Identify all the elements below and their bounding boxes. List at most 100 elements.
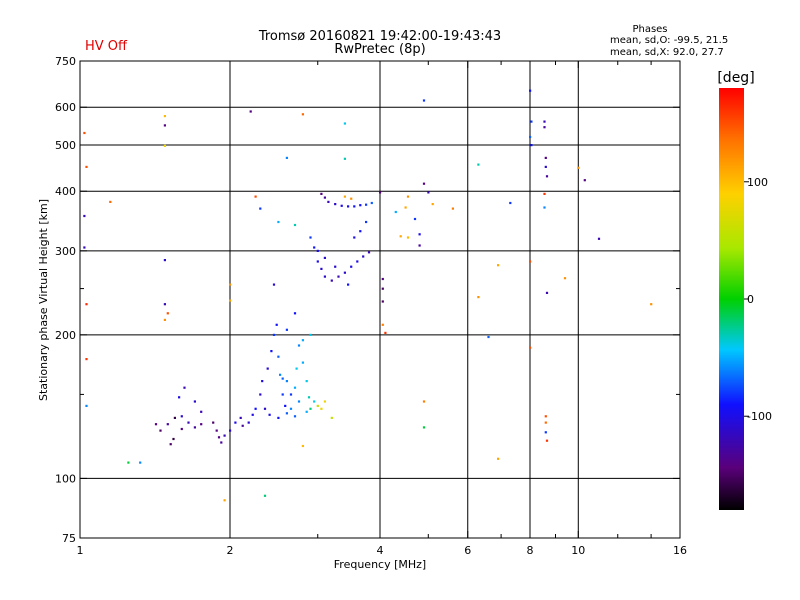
data-point xyxy=(418,244,421,247)
data-point xyxy=(251,413,254,416)
data-point xyxy=(261,380,264,383)
colorbar xyxy=(719,88,744,510)
data-point xyxy=(583,179,586,182)
colorbar-label: [deg] xyxy=(717,70,754,86)
data-point xyxy=(543,120,546,123)
data-point xyxy=(200,410,203,413)
x-axis-label: Frequency [MHz] xyxy=(334,558,426,571)
data-point xyxy=(259,207,262,210)
data-point xyxy=(297,400,301,403)
data-point xyxy=(316,260,319,263)
data-point xyxy=(394,210,397,214)
data-point xyxy=(180,415,183,418)
data-point xyxy=(497,457,500,460)
data-point xyxy=(289,407,293,410)
data-point xyxy=(343,195,346,198)
x-tick-label: 1 xyxy=(77,544,84,557)
data-point xyxy=(270,350,273,353)
y-tick-label: 750 xyxy=(55,55,76,68)
data-point xyxy=(477,296,480,299)
data-point xyxy=(277,220,280,224)
data-point xyxy=(277,416,280,419)
phases-title: Phases xyxy=(632,24,667,35)
data-point xyxy=(163,303,166,306)
data-point xyxy=(166,423,169,426)
data-point xyxy=(487,335,490,339)
data-point xyxy=(362,255,365,258)
y-tick-label: 200 xyxy=(55,329,76,342)
data-point xyxy=(330,279,333,282)
y-tick-label: 500 xyxy=(55,139,76,152)
data-point xyxy=(577,166,580,169)
data-point xyxy=(384,331,387,334)
y-axis-label: Stationary phase Virtual Height [km] xyxy=(37,199,50,401)
data-point xyxy=(85,165,88,168)
data-point xyxy=(529,135,532,139)
data-point xyxy=(259,393,262,396)
data-point xyxy=(268,413,271,416)
data-points xyxy=(83,89,653,502)
data-point xyxy=(343,122,346,125)
data-point xyxy=(353,236,356,239)
data-point xyxy=(275,323,278,326)
data-point xyxy=(544,415,547,418)
data-point xyxy=(109,200,112,203)
data-point xyxy=(431,203,434,206)
data-point xyxy=(327,200,330,203)
data-point xyxy=(347,205,350,208)
data-point xyxy=(359,204,362,207)
data-point xyxy=(422,400,426,403)
data-point xyxy=(337,275,340,278)
data-point xyxy=(365,220,368,224)
x-tick-label: 10 xyxy=(571,544,585,557)
data-point xyxy=(353,205,356,208)
grid-lines xyxy=(80,61,680,538)
colorbar-tick-label: 0 xyxy=(747,293,754,306)
data-point xyxy=(241,424,244,427)
data-point xyxy=(323,400,326,403)
data-point xyxy=(295,367,298,370)
data-point xyxy=(266,367,269,370)
data-point xyxy=(422,99,426,102)
x-tick-label: 16 xyxy=(673,544,687,557)
data-point xyxy=(381,300,384,303)
data-point xyxy=(477,163,480,166)
data-point xyxy=(254,407,257,410)
data-point xyxy=(530,144,533,147)
data-point xyxy=(313,400,316,403)
data-point xyxy=(263,494,267,497)
chart-subtitle: RwPretec (8p) xyxy=(334,42,425,57)
data-point xyxy=(545,439,549,442)
x-tick-label: 2 xyxy=(227,544,234,557)
data-point xyxy=(301,444,304,448)
y-tick-label: 75 xyxy=(62,532,76,545)
data-point xyxy=(381,277,384,281)
data-point xyxy=(544,431,547,434)
data-point xyxy=(281,393,284,396)
data-point xyxy=(193,400,196,403)
data-point xyxy=(229,429,232,432)
data-point xyxy=(249,110,252,113)
data-point xyxy=(85,404,88,407)
data-point xyxy=(285,328,288,331)
chart-title: Tromsø 20160821 19:42:00-19:43:43 xyxy=(258,29,501,44)
y-tick-label: 400 xyxy=(55,185,76,198)
data-point xyxy=(234,421,237,424)
x-tick-label: 8 xyxy=(527,544,534,557)
data-point xyxy=(316,404,319,407)
data-point xyxy=(381,287,384,290)
data-point xyxy=(334,265,337,268)
data-point xyxy=(229,283,232,286)
data-point xyxy=(297,344,301,347)
data-point xyxy=(305,410,308,413)
data-point xyxy=(422,182,426,185)
data-point xyxy=(83,214,86,218)
data-point xyxy=(272,283,276,286)
data-point xyxy=(163,115,166,118)
data-point xyxy=(320,267,323,270)
data-point xyxy=(279,373,282,376)
data-point xyxy=(650,303,653,306)
data-point xyxy=(334,203,337,206)
data-point xyxy=(247,421,250,424)
